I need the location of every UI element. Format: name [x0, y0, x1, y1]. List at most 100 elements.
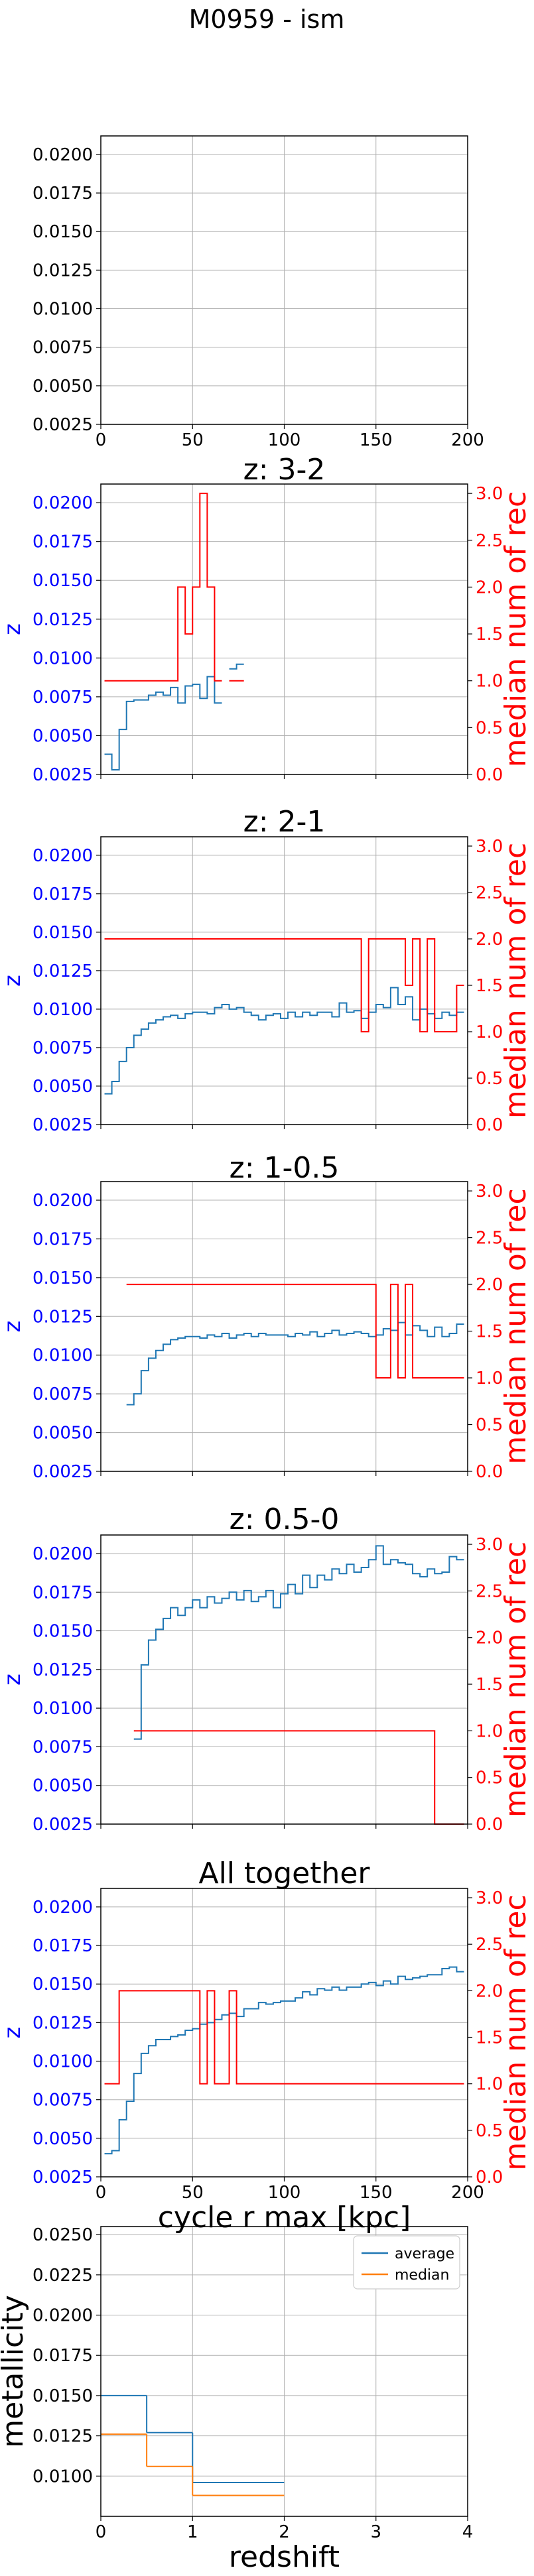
y-tick-label: 0.0150: [33, 222, 93, 242]
y-tick-label: 0.0075: [33, 1384, 93, 1404]
panel-title: z: 3-2: [243, 453, 326, 487]
x-tick-label: 50: [182, 2183, 204, 2203]
y-tick-label: 0.0075: [33, 1038, 93, 1058]
y2-tick-label: 1.0: [476, 1022, 503, 1042]
y-tick-label: 0.0125: [33, 961, 93, 981]
y-tick-label: 0.0100: [33, 1346, 93, 1366]
y2-tick-label: 3.0: [476, 1535, 503, 1555]
metallicity-line: [104, 1966, 464, 2155]
y2-tick-label: 2.5: [476, 1229, 503, 1249]
x-tick-label: 1: [187, 2522, 198, 2542]
median-rec-line: [104, 938, 464, 1032]
x-tick-label: 50: [182, 430, 204, 450]
y2-tick-label: 0.5: [476, 1069, 503, 1089]
y-tick-label: 0.0200: [33, 846, 93, 866]
plot-frame: [100, 135, 468, 425]
y-tick-label: 0.0025: [33, 1462, 93, 1482]
y-tick-label: 0.0175: [33, 1583, 93, 1603]
y2-tick-label: 2.0: [476, 578, 503, 597]
y2-axis-label: median num of rec: [499, 1188, 533, 1464]
y2-axis-label: median num of rec: [499, 1894, 533, 2170]
y-tick-label: 0.0225: [33, 2266, 93, 2286]
y2-tick-label: 1.0: [476, 2075, 503, 2095]
y2-tick-label: 3.0: [476, 837, 503, 857]
y-tick-label: 0.0175: [33, 2346, 93, 2366]
x-tick-label: 0: [96, 2183, 107, 2203]
plot-frame: [100, 1181, 468, 1472]
y2-tick-label: 1.0: [476, 672, 503, 692]
x-tick-label: 4: [462, 2522, 474, 2542]
y2-tick-label: 3.0: [476, 1182, 503, 1201]
y2-tick-label: 0.0: [476, 765, 503, 785]
y2-tick-label: 0.0: [476, 1462, 503, 1482]
y-tick-label: 0.0175: [33, 885, 93, 904]
y-tick-label: 0.0125: [33, 2013, 93, 2033]
y-tick-label: 0.0050: [33, 726, 93, 746]
y2-tick-label: 0.5: [476, 1768, 503, 1788]
figure-title: M0959 - ism: [189, 5, 345, 34]
x-tick-label: 200: [451, 430, 484, 450]
y-tick-label: 0.0050: [33, 2129, 93, 2149]
y-tick-label: 0.0075: [33, 688, 93, 707]
y-tick-label: 0.0200: [33, 1191, 93, 1211]
y-axis-label: z: [0, 1674, 26, 1686]
y-tick-label: 0.0175: [33, 532, 93, 552]
y2-tick-label: 3.0: [476, 484, 503, 504]
y2-tick-label: 1.5: [476, 1675, 503, 1695]
panel-title: All together: [198, 1857, 370, 1890]
y-axis-label: z: [0, 2027, 26, 2039]
y-tick-label: 0.0125: [33, 1307, 93, 1327]
metallicity-line: [104, 663, 244, 770]
metallicity-line: [104, 987, 464, 1095]
x-tick-label: 150: [360, 430, 393, 450]
median-rec-line: [104, 1990, 464, 2085]
chart-panel-2: 0.00250.00500.00750.01000.01250.01500.01…: [0, 453, 533, 785]
x-tick-label: 2: [279, 2522, 290, 2542]
chart-panel-1: 0 50 100 150 200 0.0025 0.0050 0.0075 0.0100 0.01…: [33, 135, 484, 450]
y-tick-label: 0.0150: [33, 571, 93, 591]
y-tick-label: 0.0025: [33, 415, 93, 435]
y-tick-label: 0.0100: [33, 1000, 93, 1020]
panels: 0 50 100 150 2000.00250.00500.00750.01000.01…: [0, 135, 533, 2574]
y-tick-label: 0.0175: [33, 1936, 93, 1956]
y2-tick-label: 1.5: [476, 2028, 503, 2048]
panel-title: z: 0.5-0: [230, 1503, 340, 1536]
y-tick-label: 0.0050: [33, 377, 93, 397]
chart-panel-5: 0.00250.00500.00750.01000.01250.01500.01…: [0, 1503, 533, 1835]
plot-frame: [100, 1888, 468, 2177]
y2-tick-label: 2.5: [476, 531, 503, 551]
legend-label: median: [395, 2267, 449, 2284]
legend-label: average: [395, 2246, 454, 2262]
y2-tick-label: 1.5: [476, 625, 503, 644]
y2-tick-label: 2.0: [476, 1981, 503, 2001]
y-tick-label: 0.0150: [33, 2386, 93, 2406]
y2-tick-label: 2.0: [476, 930, 503, 950]
y-axis-label: z: [0, 975, 26, 987]
y-tick-label: 0.0150: [33, 1268, 93, 1288]
x-tick-label: 100: [268, 430, 301, 450]
y-tick-label: 0.0150: [33, 1622, 93, 1642]
y2-axis-label: median num of rec: [499, 843, 533, 1119]
y2-tick-label: 1.5: [476, 976, 503, 996]
y-tick-label: 0.0125: [33, 2427, 93, 2447]
plot-frame: [100, 836, 468, 1125]
x-axis-label: redshift: [229, 2540, 340, 2574]
plot-frame: [100, 2226, 468, 2517]
y-tick-label: 0.0200: [33, 2306, 93, 2326]
y2-tick-label: 0.0: [476, 1115, 503, 1135]
y2-tick-label: 1.0: [476, 1369, 503, 1388]
y2-tick-label: 0.5: [476, 718, 503, 738]
median-rec-line: [104, 493, 244, 682]
y-tick-label: 0.0200: [33, 145, 93, 165]
x-tick-label: 200: [451, 2183, 484, 2203]
y-axis-label: z: [0, 623, 26, 635]
median-rec-line: [126, 1284, 464, 1379]
y-tick-label: 0.0150: [33, 923, 93, 943]
y-tick-label: 0.0050: [33, 1077, 93, 1097]
median-rec-line: [133, 1730, 464, 1825]
y-tick-label: 0.0125: [33, 1660, 93, 1680]
y-tick-label: 0.0100: [33, 1699, 93, 1719]
y2-tick-label: 1.5: [476, 1322, 503, 1342]
y-tick-label: 0.0125: [33, 610, 93, 630]
